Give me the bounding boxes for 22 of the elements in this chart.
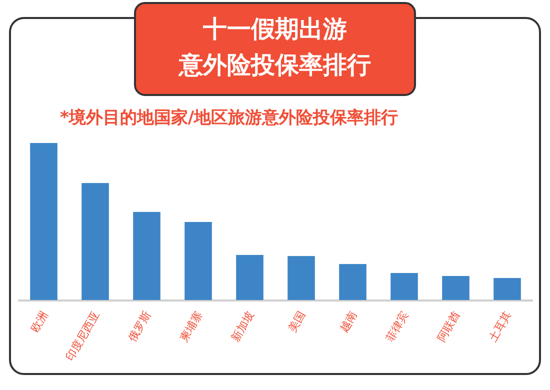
- x-tick-label: 新加坡: [228, 309, 256, 344]
- x-tick-label: 俄罗斯: [126, 309, 154, 344]
- bar: [390, 272, 418, 300]
- bar: [339, 264, 366, 300]
- bar: [82, 183, 109, 300]
- bar: [236, 254, 264, 300]
- bar: [133, 212, 160, 300]
- bar: [442, 276, 470, 300]
- bar: [288, 256, 315, 300]
- x-tick-label: 柬埔寨: [177, 309, 205, 344]
- x-tick-label: 阿联酋: [434, 309, 462, 344]
- bar: [30, 143, 58, 300]
- chart-subtitle: *境外目的地国家/地区旅游意外险投保率排行: [60, 108, 398, 128]
- x-tick-label: 越南: [337, 309, 360, 335]
- x-tick-label: 印度尼西亚: [63, 309, 102, 364]
- x-tick-label: 土耳其: [486, 309, 514, 344]
- chart-title: 十一假期出游意外险投保率排行: [178, 15, 371, 79]
- x-tick-label: 美国: [286, 309, 308, 335]
- x-tick-label: 欧洲: [28, 309, 50, 335]
- x-tick-label: 菲律宾: [383, 309, 411, 344]
- bar: [494, 278, 521, 300]
- bar: [184, 222, 212, 300]
